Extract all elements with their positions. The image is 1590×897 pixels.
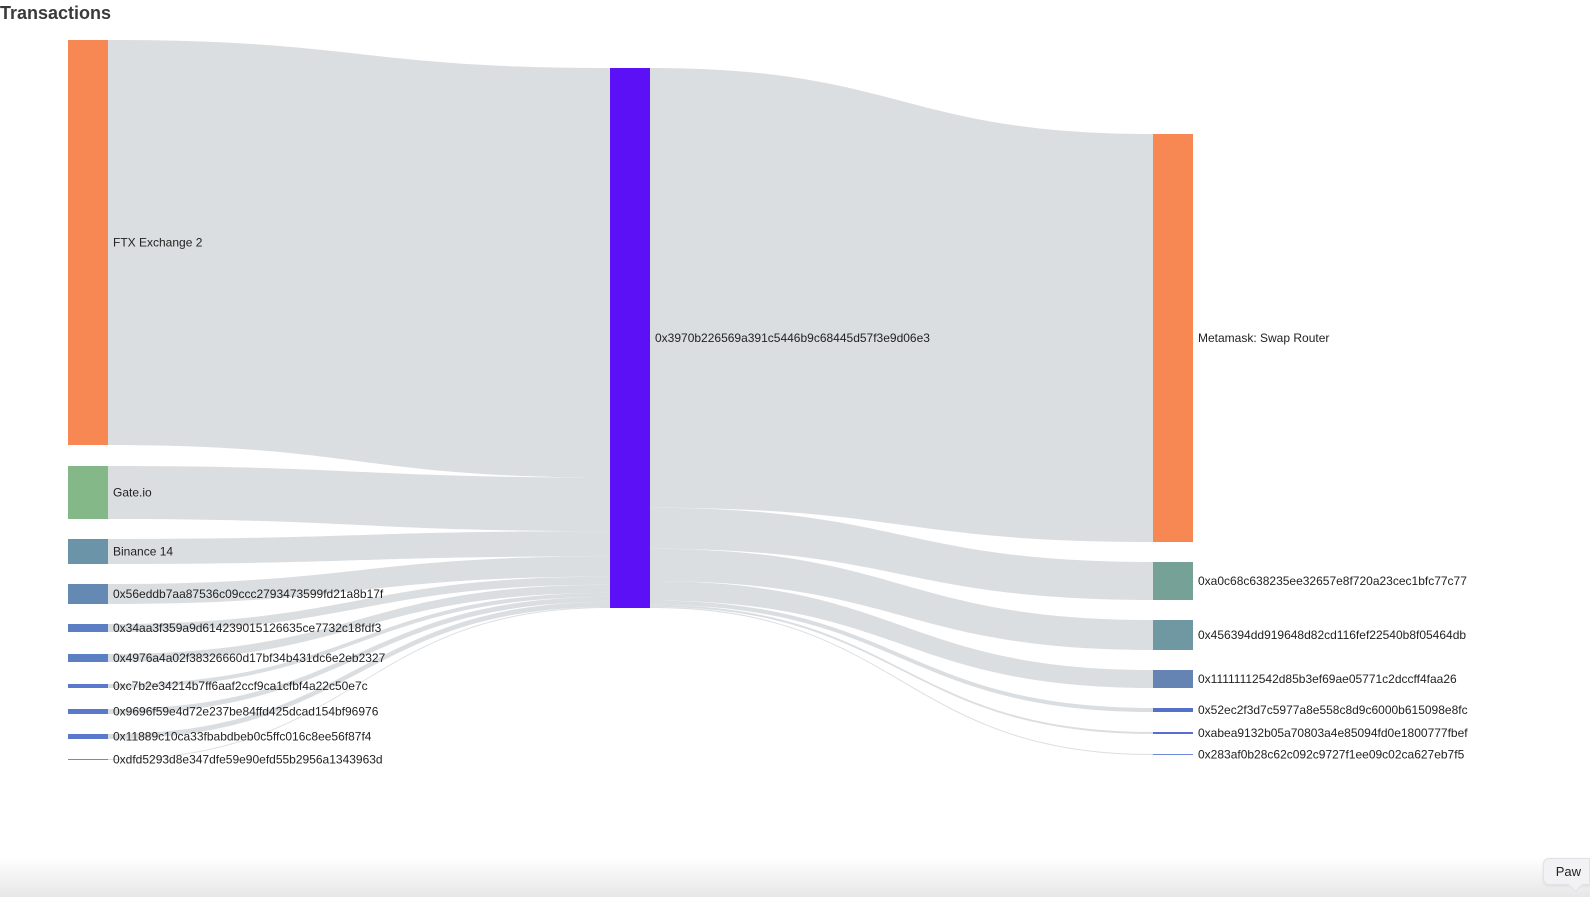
node-sdf[interactable]: 0xdfd5293d8e347dfe59e90efd55b2956a134396… [68, 753, 383, 767]
node-ftx[interactable]: FTX Exchange 2 [68, 40, 203, 445]
link-s11-to-middle[interactable] [108, 601, 610, 739]
node-bar[interactable] [1153, 562, 1193, 600]
node-t45[interactable]: 0x456394dd919648d82cd116fef22540b8f05464… [1153, 620, 1466, 650]
node-label: 0xdfd5293d8e347dfe59e90efd55b2956a134396… [113, 753, 383, 767]
node-label: 0x9696f59e4d72e237be84ffd425dcad154bf969… [113, 705, 379, 719]
node-s49[interactable]: 0x4976a4a02f38326660d17bf34b431dc6e2eb23… [68, 651, 386, 665]
node-tab[interactable]: 0xabea9132b05a70803a4e85094fd0e1800777fb… [1153, 726, 1468, 740]
tooltip: Paw [1542, 858, 1590, 885]
node-label: 0x11889c10ca33fbabdbeb0c5ffc016c8ee56f87… [113, 730, 372, 744]
node-label: 0x56eddb7aa87536c09ccc2793473599fd21a8b1… [113, 587, 384, 601]
node-bar[interactable] [68, 40, 108, 445]
page-title: Transactions [0, 3, 112, 23]
link-s34-to-middle[interactable] [108, 576, 610, 632]
node-bar[interactable] [610, 68, 650, 608]
node-bar[interactable] [1153, 708, 1193, 712]
link-sdf-to-middle[interactable] [108, 606, 610, 760]
node-sc7[interactable]: 0xc7b2e34214b7ff6aaf2ccf9ca1cfbf4a22c50e… [68, 679, 368, 693]
node-ta0[interactable]: 0xa0c68c638235ee32657e8f720a23cec1bfc77c… [1153, 562, 1467, 600]
node-label: 0xa0c68c638235ee32657e8f720a23cec1bfc77c… [1198, 574, 1467, 588]
node-t11[interactable]: 0x11111112542d85b3ef69ae05771c2dccff4faa… [1153, 670, 1457, 688]
node-mid[interactable]: 0x3970b226569a391c5446b9c68445d57f3e9d06… [610, 68, 930, 608]
link-middle-to-t52[interactable] [650, 600, 1153, 712]
node-bar[interactable] [68, 684, 108, 688]
link-sc7-to-middle[interactable] [108, 592, 610, 688]
node-bar[interactable] [68, 624, 108, 632]
node-bar[interactable] [68, 734, 108, 739]
node-bar[interactable] [68, 654, 108, 662]
node-bar[interactable] [68, 709, 108, 714]
node-label: 0x456394dd919648d82cd116fef22540b8f05464… [1198, 628, 1466, 642]
node-label: 0xabea9132b05a70803a4e85094fd0e1800777fb… [1198, 726, 1468, 740]
node-label: 0x4976a4a02f38326660d17bf34b431dc6e2eb23… [113, 651, 386, 665]
sankey-nodes: FTX Exchange 2 Gate.io Binance 14 0x56eddb7… [68, 40, 1468, 767]
link-middle-to-t28[interactable] [650, 606, 1153, 755]
node-bar[interactable] [68, 539, 108, 564]
node-label: Binance 14 [113, 545, 173, 559]
node-s56[interactable]: 0x56eddb7aa87536c09ccc2793473599fd21a8b1… [68, 584, 384, 604]
link-binance-to-middle[interactable] [108, 531, 610, 564]
link-middle-to-t45[interactable] [650, 548, 1153, 650]
node-label: Gate.io [113, 486, 152, 500]
link-middle-to-tab[interactable] [650, 604, 1153, 734]
node-label: 0x283af0b28c62c092c9727f1ee09c02ca627eb7… [1198, 748, 1465, 762]
link-ftx-to-middle[interactable] [108, 40, 610, 478]
link-middle-to-ta0[interactable] [650, 507, 1153, 600]
bottom-shadow [0, 857, 1590, 897]
node-bar[interactable] [68, 466, 108, 519]
link-s56-to-middle[interactable] [108, 556, 610, 604]
node-label: FTX Exchange 2 [113, 236, 203, 250]
node-t28[interactable]: 0x283af0b28c62c092c9727f1ee09c02ca627eb7… [1153, 748, 1465, 762]
node-s96[interactable]: 0x9696f59e4d72e237be84ffd425dcad154bf969… [68, 705, 379, 719]
node-label: Metamask: Swap Router [1198, 331, 1329, 345]
link-s49-to-middle[interactable] [108, 584, 610, 662]
node-t52[interactable]: 0x52ec2f3d7c5977a8e558c8d9c6000b615098e8… [1153, 703, 1468, 717]
link-gate-to-middle[interactable] [108, 466, 610, 532]
node-s11[interactable]: 0x11889c10ca33fbabdbeb0c5ffc016c8ee56f87… [68, 730, 372, 744]
node-label: 0x11111112542d85b3ef69ae05771c2dccff4faa… [1198, 672, 1457, 686]
node-bar[interactable] [1153, 754, 1193, 755]
node-binance[interactable]: Binance 14 [68, 539, 173, 564]
node-label: 0x3970b226569a391c5446b9c68445d57f3e9d06… [655, 331, 930, 345]
node-metamask[interactable]: Metamask: Swap Router [1153, 134, 1329, 542]
link-middle-to-metamask[interactable] [650, 68, 1153, 542]
node-bar[interactable] [68, 759, 108, 760]
node-s34[interactable]: 0x34aa3f359a9d614239015126635ce7732c18fd… [68, 621, 382, 635]
node-bar[interactable] [1153, 620, 1193, 650]
sankey-links [108, 40, 1153, 760]
node-label: 0x52ec2f3d7c5977a8e558c8d9c6000b615098e8… [1198, 703, 1468, 717]
link-s96-to-middle[interactable] [108, 596, 610, 714]
node-label: 0xc7b2e34214b7ff6aaf2ccf9ca1cfbf4a22c50e… [113, 679, 368, 693]
node-bar[interactable] [68, 584, 108, 604]
link-middle-to-t11[interactable] [650, 581, 1153, 688]
node-bar[interactable] [1153, 670, 1193, 688]
node-gate[interactable]: Gate.io [68, 466, 152, 519]
node-label: 0x34aa3f359a9d614239015126635ce7732c18fd… [113, 621, 382, 635]
node-bar[interactable] [1153, 134, 1193, 542]
node-bar[interactable] [1153, 732, 1193, 734]
